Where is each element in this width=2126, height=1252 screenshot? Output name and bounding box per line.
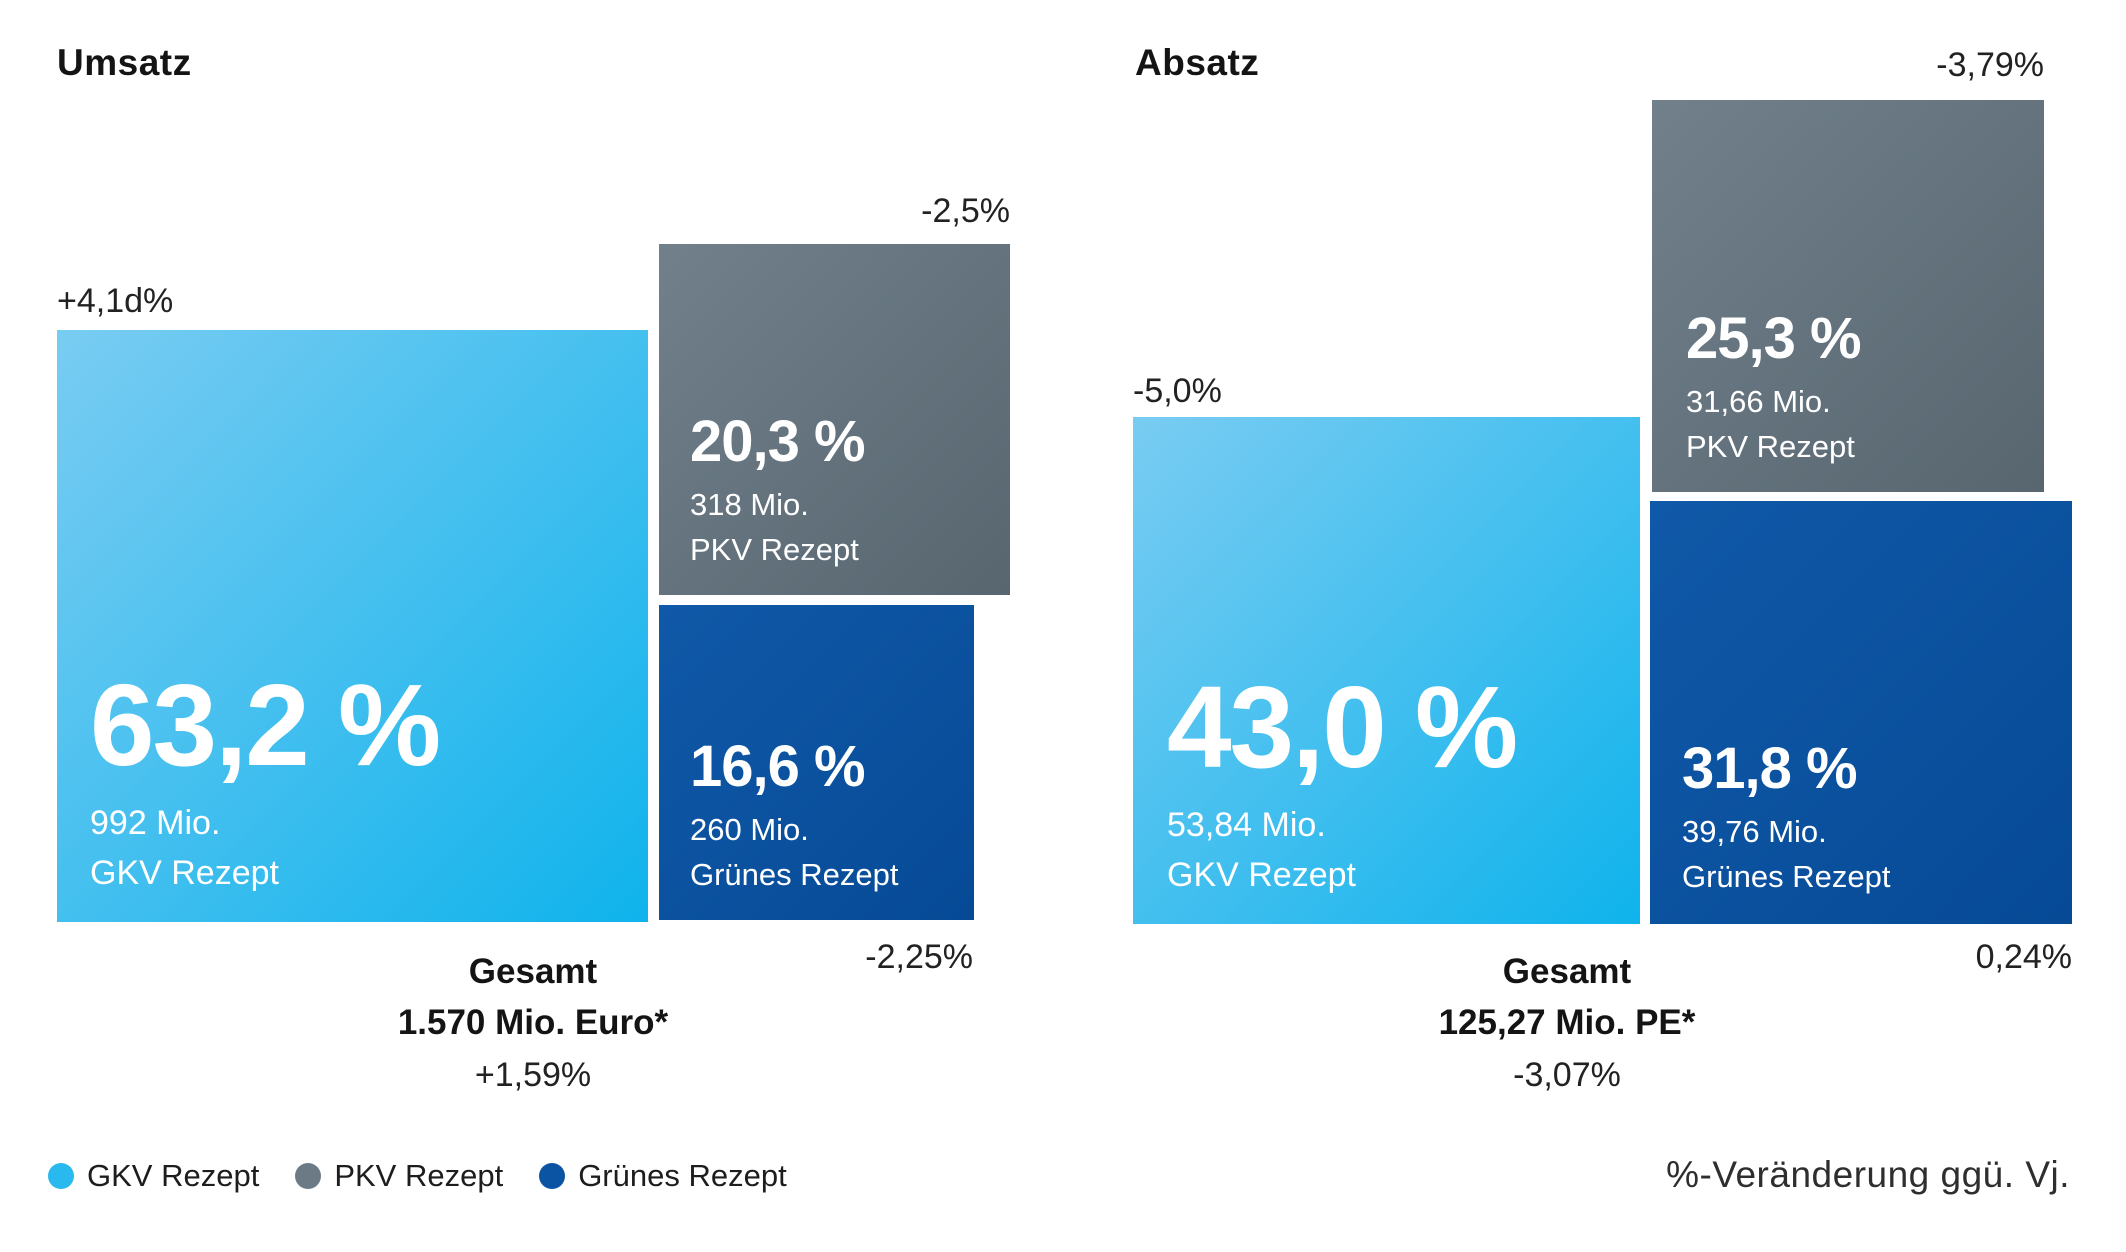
legend: GKV Rezept PKV Rezept Grünes Rezept [48,1158,787,1194]
segment-amount: 53,84 Mio. [1167,806,1326,845]
total-value: 125,27 Mio. PE* [1438,1003,1696,1042]
segment-share: 63,2 % [90,660,441,791]
legend-label: GKV Rezept [87,1158,260,1193]
umsatz-total: Gesamt 1.570 Mio. Euro* +1,59% [253,952,813,1095]
absatz-gkv-square: 43,0 % 53,84 Mio. GKV Rezept [1133,417,1640,924]
segment-label: Grünes Rezept [1682,859,1891,895]
umsatz-pkv-square: 20,3 % 318 Mio. PKV Rezept [659,244,1010,595]
umsatz-gkv-change: +4,1d% [57,282,174,320]
umsatz-gruenes-change: -2,25% [865,938,973,976]
legend-label: PKV Rezept [334,1158,504,1193]
legend-label: Grünes Rezept [578,1158,787,1193]
umsatz-gkv-square: 63,2 % 992 Mio. GKV Rezept [57,330,648,922]
legend-item-pkv: PKV Rezept [295,1158,503,1194]
absatz-total: Gesamt 125,27 Mio. PE* -3,07% [1287,952,1847,1095]
absatz-gruenes-change: 0,24% [1975,938,2072,976]
segment-amount: 318 Mio. [690,487,809,523]
legend-dot-gruenes [539,1163,566,1189]
absatz-title: Absatz [1135,42,1260,83]
segment-amount: 992 Mio. [90,804,221,843]
umsatz-gruenes-square: 16,6 % 260 Mio. Grünes Rezept [659,605,974,920]
absatz-pkv-square: 25,3 % 31,66 Mio. PKV Rezept [1652,100,2044,492]
legend-item-gruenes: Grünes Rezept [539,1158,787,1194]
segment-share: 43,0 % [1167,662,1518,793]
segment-share: 16,6 % [690,734,866,800]
segment-share: 25,3 % [1686,306,1862,372]
umsatz-title: Umsatz [57,42,192,83]
segment-label: Grünes Rezept [690,857,899,893]
total-label: Gesamt [468,952,598,991]
segment-label: GKV Rezept [1167,855,1356,894]
segment-amount: 39,76 Mio. [1682,814,1827,850]
legend-dot-gkv [48,1163,74,1189]
segment-share: 31,8 % [1682,736,1858,802]
absatz-gkv-change: -5,0% [1133,372,1222,410]
total-change: -3,07% [1513,1056,1621,1094]
footnote-change-note: %-Veränderung ggü. Vj. [1666,1154,2070,1195]
segment-amount: 260 Mio. [690,812,809,848]
absatz-gruenes-square: 31,8 % 39,76 Mio. Grünes Rezept [1650,501,2072,924]
segment-share: 20,3 % [690,409,866,475]
segment-label: PKV Rezept [1686,429,1855,465]
segment-label: GKV Rezept [90,853,279,892]
total-value: 1.570 Mio. Euro* [397,1003,669,1042]
total-label: Gesamt [1502,952,1632,991]
legend-item-gkv: GKV Rezept [48,1158,259,1194]
total-change: +1,59% [474,1056,592,1094]
segment-label: PKV Rezept [690,532,859,568]
legend-dot-pkv [295,1163,322,1189]
segment-amount: 31,66 Mio. [1686,384,1831,420]
umsatz-pkv-change: -2,5% [921,192,1010,230]
absatz-pkv-change: -3,79% [1936,46,2044,84]
